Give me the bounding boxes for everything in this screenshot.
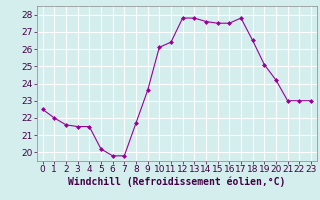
- X-axis label: Windchill (Refroidissement éolien,°C): Windchill (Refroidissement éolien,°C): [68, 177, 285, 187]
